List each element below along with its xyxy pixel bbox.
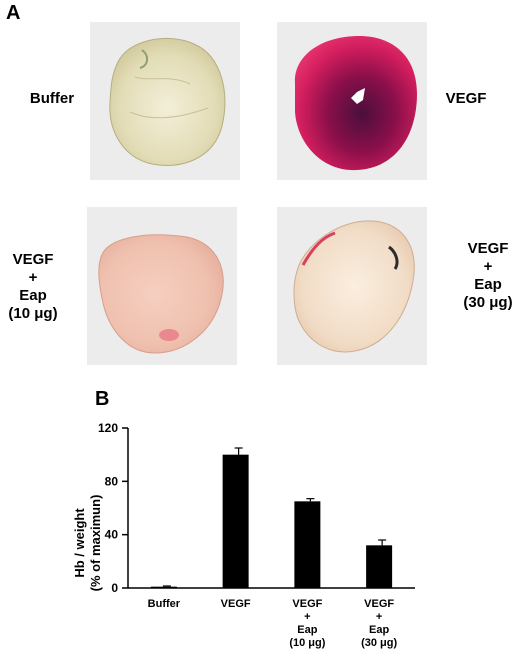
- bar: [222, 454, 249, 588]
- y-tick-label: 120: [98, 421, 118, 435]
- x-category-label: Buffer: [148, 598, 181, 610]
- vegf-eap-10ug-plug-photo: [87, 207, 237, 365]
- bar: [150, 586, 177, 588]
- vegf-eap-10ug-condition-label: VEGF + Eap (10 μg): [8, 251, 58, 322]
- bar: [294, 501, 321, 588]
- x-category-label: VEGF: [364, 598, 394, 610]
- vegf-condition-label: VEGF: [445, 90, 487, 107]
- panel-a-letter: A: [6, 2, 21, 24]
- y-tick-label: 80: [105, 474, 119, 488]
- y-axis-label-line-1: Hb / weight: [72, 508, 87, 578]
- x-category-label: +: [304, 611, 310, 623]
- x-category-label: Eap: [369, 624, 389, 636]
- buffer-condition-label: Buffer: [29, 90, 75, 107]
- x-category-label: +: [376, 611, 382, 623]
- x-category-label: Eap: [297, 624, 317, 636]
- y-tick-label: 0: [111, 581, 118, 595]
- y-axis-label-line-2: (% of maximun): [88, 495, 103, 592]
- x-category-label: VEGF: [221, 598, 251, 610]
- vegf-eap-30ug-plug-photo: [277, 207, 427, 365]
- bar: [366, 545, 393, 588]
- x-category-label: (30 μg): [361, 637, 397, 649]
- hb-bar-chart: Hb / weight (% of maximun) 0 40 80 120 Buff…: [72, 421, 415, 649]
- vegf-plug-photo: [277, 22, 427, 180]
- x-category-label: VEGF: [292, 598, 322, 610]
- y-tick-label: 40: [105, 528, 119, 542]
- vegf-eap-30ug-condition-label: VEGF + Eap (30 μg): [463, 240, 513, 311]
- panel-b-letter: B: [95, 388, 110, 410]
- x-category-label: (10 μg): [289, 637, 325, 649]
- buffer-plug-photo: [90, 22, 240, 180]
